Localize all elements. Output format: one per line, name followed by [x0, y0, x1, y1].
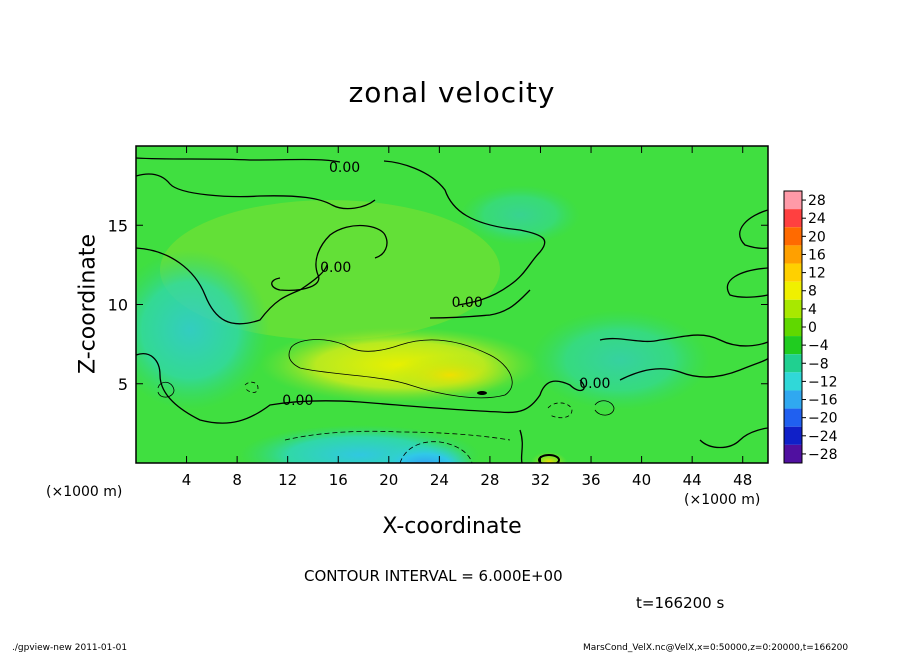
x-tick-label: 44	[683, 471, 702, 489]
colorbar-swatch	[784, 209, 802, 228]
colorbar-swatch	[784, 263, 802, 282]
contour-positive	[288, 339, 513, 399]
x-axis-ticks: 4 8 12 16 20 24 28 32 36 40 44 48	[182, 146, 752, 489]
contour-label: 0.00	[329, 160, 360, 176]
x-tick-label: 36	[581, 471, 600, 489]
x-tick-label: 12	[278, 471, 297, 489]
x-tick-label: 28	[480, 471, 499, 489]
colorbar-label: 4	[808, 302, 817, 318]
positive-peak-mark	[477, 391, 487, 395]
contour-thin-lines	[157, 339, 615, 463]
x-axis-label: X-coordinate	[382, 514, 522, 539]
colorbar-swatch	[784, 390, 802, 409]
contour-right-wiggle	[599, 334, 768, 347]
contour-mid	[136, 224, 388, 325]
positive-core	[390, 355, 510, 395]
colorbar-label: 16	[808, 247, 826, 263]
x-tick-label: 8	[232, 471, 242, 489]
y-tick-label: 10	[108, 296, 128, 315]
x-tick-label: 48	[733, 471, 752, 489]
contour-neg-right	[547, 402, 573, 419]
y-axis-ticks: 5 10 15	[108, 216, 768, 394]
x-tick-label: 32	[531, 471, 550, 489]
x-tick-label: 20	[379, 471, 398, 489]
bottom-peak-mark	[538, 454, 560, 463]
colorbar-swatch	[784, 426, 802, 445]
heatmap-field	[136, 146, 768, 463]
colorbar-swatch	[784, 191, 802, 210]
colorbar-swatch	[784, 336, 802, 355]
colorbar-label: −12	[808, 374, 838, 390]
colorbar-label: 20	[808, 229, 826, 245]
contour-label: 0.00	[282, 393, 313, 409]
x-tick-label: 4	[182, 471, 192, 489]
y-tick-label: 5	[118, 375, 128, 394]
footer-right: MarsCond_VelX.nc@VelX,x=0:50000,z=0:2000…	[583, 643, 849, 653]
colorbar-swatch	[784, 299, 802, 318]
contour-interval-text: CONTOUR INTERVAL = 6.000E+00	[304, 567, 563, 585]
contour-bottom-right	[519, 427, 768, 463]
contour-label: 0.00	[452, 295, 483, 311]
colorbar-label: −20	[808, 411, 838, 427]
colorbar-swatch	[784, 227, 802, 246]
x-unit-left: (×1000 m)	[46, 484, 123, 500]
colorbar-label: −24	[808, 429, 838, 445]
x-tick-label: 40	[632, 471, 651, 489]
x-tick-label: 24	[430, 471, 449, 489]
y-axis-label: Z-coordinate	[75, 234, 101, 374]
negative-min-region	[375, 443, 475, 463]
colorbar: 28 24 20 16 12 8 4 0 −4 −8 −12 −16 −20 −24 −28	[783, 190, 838, 464]
contour-pos-right	[594, 400, 615, 416]
colorbar-swatch	[784, 317, 802, 337]
contour-right-top	[726, 209, 768, 298]
colorbar-label: 28	[808, 193, 826, 209]
contour-bottom-dashed	[399, 441, 473, 463]
contour-center	[429, 289, 531, 319]
top-right-negative	[460, 185, 580, 245]
colorbar-label: 0	[808, 320, 817, 336]
footer-left: ./gpview-new 2011-01-01	[12, 643, 128, 653]
contour-neg-small	[244, 381, 259, 393]
contour-right-lower	[619, 357, 768, 381]
y-tick-label: 15	[108, 216, 128, 235]
colorbar-swatch	[784, 354, 802, 373]
colorbar-label: 24	[808, 211, 826, 227]
x-tick-label: 16	[329, 471, 348, 489]
colorbar-label: −28	[808, 447, 838, 463]
negative-right-region	[530, 310, 710, 410]
chart-title: zonal velocity	[348, 76, 556, 109]
colorbar-swatch	[784, 245, 802, 264]
colorbar-label: 8	[808, 284, 817, 300]
colorbar-swatch	[784, 281, 802, 300]
contour-top	[136, 157, 546, 306]
colorbar-swatch	[784, 444, 802, 463]
contour-label: 0.00	[579, 376, 610, 392]
colorbar-label: −8	[808, 356, 829, 372]
contour-label: 0.00	[320, 260, 351, 276]
contour-upper-left	[136, 173, 376, 210]
colorbar-label: −4	[808, 338, 829, 354]
colorbar-label: −16	[808, 393, 838, 409]
colorbar-swatch	[784, 408, 802, 427]
contour-label-group: 0.00 0.00 0.00 0.00 0.00	[282, 160, 610, 409]
colorbar-swatch	[784, 372, 802, 391]
contour-negative-dashed	[284, 430, 511, 441]
x-unit-right: (×1000 m)	[684, 492, 761, 508]
contour-pos-left	[157, 381, 175, 398]
negative-left-region	[136, 250, 270, 410]
colorbar-label: 12	[808, 266, 826, 282]
time-label: t=166200 s	[636, 594, 725, 612]
